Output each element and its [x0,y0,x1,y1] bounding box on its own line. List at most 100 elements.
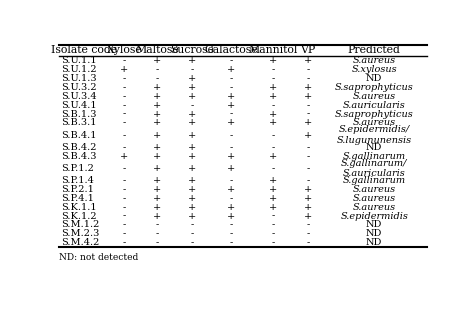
Text: +: + [188,56,197,65]
Text: VP: VP [301,45,316,55]
Text: -: - [123,56,126,65]
Text: +: + [154,101,162,110]
Text: -: - [272,74,275,83]
Text: -: - [229,56,233,65]
Text: S.gallinarum: S.gallinarum [343,176,406,185]
Text: -: - [229,131,233,140]
Text: -: - [191,65,194,74]
Text: +: + [269,152,277,161]
Text: -: - [123,238,126,247]
Text: -: - [229,176,233,185]
Text: S.gallinarum: S.gallinarum [343,152,406,161]
Text: S.B.4.1: S.B.4.1 [61,131,96,140]
Text: +: + [304,92,312,101]
Text: -: - [272,211,275,220]
Text: -: - [307,143,310,152]
Text: -: - [156,220,159,230]
Text: +: + [227,101,235,110]
Text: +: + [269,56,277,65]
Text: S.K.1.2: S.K.1.2 [61,211,96,220]
Text: S.epidermidis/
S.lugununensis: S.epidermidis/ S.lugununensis [337,125,412,145]
Text: -: - [229,238,233,247]
Text: +: + [188,143,197,152]
Text: -: - [123,194,126,203]
Text: -: - [123,74,126,83]
Text: +: + [188,194,197,203]
Text: +: + [154,118,162,128]
Text: +: + [154,131,162,140]
Text: -: - [272,101,275,110]
Text: S.K.1.1: S.K.1.1 [61,203,96,212]
Text: -: - [272,229,275,238]
Text: +: + [304,203,312,212]
Text: S.auricularis: S.auricularis [343,101,406,110]
Text: S.U.3.2: S.U.3.2 [61,83,96,92]
Text: S.P.1.2: S.P.1.2 [61,164,93,173]
Text: -: - [272,238,275,247]
Text: ND: not detected: ND: not detected [59,253,138,262]
Text: -: - [229,194,233,203]
Text: +: + [188,83,197,92]
Text: -: - [307,238,310,247]
Text: S.aureus: S.aureus [353,56,396,65]
Text: S.P.2.1: S.P.2.1 [61,185,93,194]
Text: +: + [188,185,197,194]
Text: +: + [154,143,162,152]
Text: +: + [269,185,277,194]
Text: +: + [188,211,197,220]
Text: -: - [123,211,126,220]
Text: Predicted: Predicted [348,45,401,55]
Text: -: - [123,131,126,140]
Text: S.U.4.1: S.U.4.1 [61,101,96,110]
Text: +: + [269,92,277,101]
Text: +: + [188,74,197,83]
Text: -: - [123,83,126,92]
Text: S.M.2.3: S.M.2.3 [61,229,99,238]
Text: -: - [229,143,233,152]
Text: -: - [307,101,310,110]
Text: -: - [191,229,194,238]
Text: S.epidermidis: S.epidermidis [340,211,408,220]
Text: -: - [156,65,159,74]
Text: -: - [272,65,275,74]
Text: ND: ND [366,143,383,152]
Text: -: - [123,164,126,173]
Text: ND: ND [366,220,383,230]
Text: +: + [227,152,235,161]
Text: -: - [123,176,126,185]
Text: +: + [188,164,197,173]
Text: S.aureus: S.aureus [353,92,396,101]
Text: S.M.4.2: S.M.4.2 [61,238,99,247]
Text: +: + [154,83,162,92]
Text: +: + [188,152,197,161]
Text: -: - [272,164,275,173]
Text: S.B.4.3: S.B.4.3 [61,152,96,161]
Text: ND: ND [366,238,383,247]
Text: -: - [123,185,126,194]
Text: Maltose: Maltose [136,45,179,55]
Text: +: + [227,211,235,220]
Text: S.P.1.4: S.P.1.4 [61,176,93,185]
Text: +: + [269,194,277,203]
Text: -: - [307,65,310,74]
Text: S.aureus: S.aureus [353,185,396,194]
Text: Galactose: Galactose [204,45,258,55]
Text: +: + [154,109,162,118]
Text: Isolate code: Isolate code [51,45,117,55]
Text: +: + [154,56,162,65]
Text: +: + [227,92,235,101]
Text: +: + [269,176,277,185]
Text: +: + [227,203,235,212]
Text: +: + [188,203,197,212]
Text: S.B.3.1: S.B.3.1 [61,118,96,128]
Text: S.aureus: S.aureus [353,194,396,203]
Text: Sucrose: Sucrose [171,45,214,55]
Text: Xylose: Xylose [107,45,142,55]
Text: -: - [123,92,126,101]
Text: -: - [307,176,310,185]
Text: +: + [154,185,162,194]
Text: -: - [307,229,310,238]
Text: +: + [304,211,312,220]
Text: -: - [229,229,233,238]
Text: +: + [154,211,162,220]
